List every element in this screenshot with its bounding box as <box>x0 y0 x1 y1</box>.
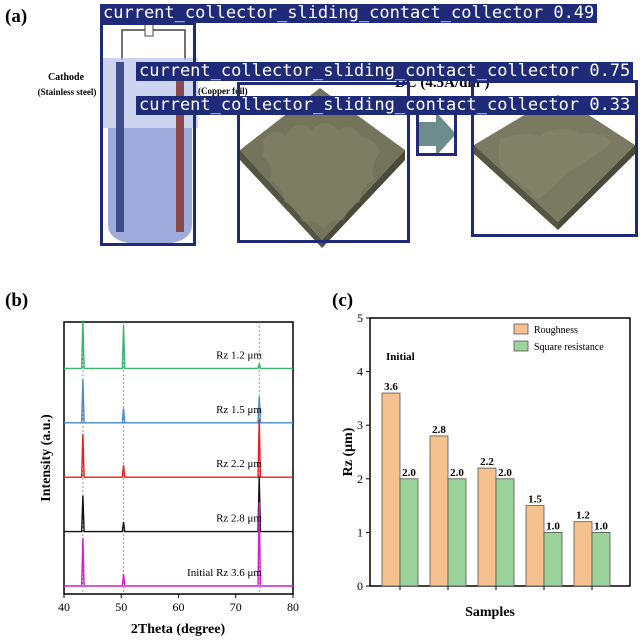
xrd-series-label: Rz 2.2 μm <box>216 458 262 470</box>
panel-c-label: (c) <box>332 290 354 311</box>
copper-surface-treated <box>474 95 635 230</box>
bar-square-resistance <box>447 478 467 587</box>
legend-swatch <box>513 340 529 352</box>
bar-value-label: 2.0 <box>498 467 512 479</box>
bar-roughness <box>525 505 545 587</box>
bar-y-tick-label: 1 <box>357 525 363 539</box>
panel-a-label: (a) <box>5 6 28 27</box>
bar-value-label: 2.0 <box>402 467 416 479</box>
detection-box-4 <box>471 80 638 237</box>
cathode-electrode <box>116 62 124 232</box>
cathode-sub-label: (Stainless steel) <box>37 87 97 97</box>
bar-value-label: 1.0 <box>546 520 560 532</box>
legend-swatch <box>513 323 529 335</box>
xrd-series-label: Initial Rz 3.6 μm <box>187 567 262 579</box>
vessel-body <box>108 128 192 245</box>
xrd-x-tick-label: 40 <box>58 600 70 614</box>
detection-label-1: current_collector_sliding_contact_collec… <box>100 4 598 23</box>
bar-square-resistance <box>495 478 515 587</box>
process-arrow-icon <box>418 112 456 156</box>
bar-x-axis-label: Samples <box>465 605 515 620</box>
xrd-x-tick-label: 80 <box>287 600 299 614</box>
bar-annotation-initial: Initial <box>386 351 415 363</box>
legend-label: Square resistance <box>534 342 604 353</box>
xrd-series-label: Rz 1.2 μm <box>216 349 262 361</box>
bar-value-label: 1.0 <box>594 520 608 532</box>
bar-y-tick-label: 2 <box>357 472 363 486</box>
xrd-x-axis-label: 2Theta (degree) <box>131 622 226 637</box>
bar-roughness <box>477 467 497 587</box>
bar-y-tick-label: 0 <box>357 579 363 593</box>
xrd-y-axis-label: Intensity (a.u.) <box>39 414 54 502</box>
rz-bar-chart: 0 1 2 3 4 5 3.6 2.0 2.8 2.0 2.2 2.0 1.5 1.0 1.2 1.0 Ro… <box>341 311 631 620</box>
xrd-series-line <box>64 419 293 478</box>
xrd-x-tick-label: 50 <box>115 600 127 614</box>
xrd-x-tick-label: 60 <box>173 600 185 614</box>
bar-y-tick-label: 3 <box>357 418 363 432</box>
detection-label-3: current_collector_sliding_contact_collec… <box>136 96 636 115</box>
bar-y-tick-label: 4 <box>357 365 363 379</box>
bar-square-resistance <box>591 531 611 587</box>
bar-value-label: 2.2 <box>480 456 494 468</box>
bar-roughness <box>573 521 593 587</box>
xrd-x-tick-label: 70 <box>230 600 242 614</box>
xrd-chart: Rz 1.2 μm Rz 1.5 μm Rz 2.2 μm Rz 2.8 μm Init… <box>39 320 299 637</box>
cathode-label: Cathode <box>47 72 85 83</box>
bar-y-axis-label: Rz (μm) <box>341 427 356 476</box>
detection-box-1 <box>100 22 196 246</box>
legend-label: Roughness <box>534 325 578 336</box>
xrd-series-label: Rz 2.8 μm <box>216 513 262 525</box>
detection-box-2 <box>237 82 410 243</box>
bar-value-label: 1.5 <box>528 494 542 506</box>
bar-square-resistance <box>399 478 419 587</box>
bar-roughness <box>381 392 401 587</box>
copper-surface-initial <box>240 88 405 248</box>
bar-value-label: 1.2 <box>576 510 590 522</box>
xrd-series-line <box>64 501 293 587</box>
detection-label-2: current_collector_sliding_contact_collec… <box>136 62 634 81</box>
bar-y-tick-label: 5 <box>357 311 363 325</box>
bar-square-resistance <box>543 531 563 587</box>
copper-foil-label: (Copper foil) <box>198 86 248 96</box>
xrd-series-line <box>64 476 293 533</box>
xrd-series-line <box>64 379 293 424</box>
bar-value-label: 2.8 <box>432 424 446 436</box>
panel-b-label: (b) <box>5 290 29 311</box>
bar-roughness <box>429 435 449 587</box>
anode-electrode <box>176 62 184 232</box>
xrd-series-line <box>64 320 293 370</box>
electroplating-schematic <box>100 23 635 248</box>
bar-value-label: 2.0 <box>450 467 464 479</box>
xrd-series-label: Rz 1.5 μm <box>216 404 262 416</box>
bar-value-label: 3.6 <box>384 381 398 393</box>
